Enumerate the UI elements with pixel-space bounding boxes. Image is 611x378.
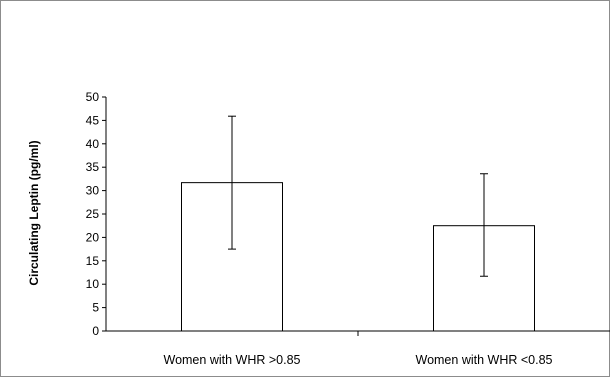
axes [105,97,610,336]
bars [181,182,535,332]
x-category-label: Women with WHR >0.85 [164,353,301,367]
x-category-label: Women with WHR <0.85 [416,353,553,367]
y-tick-label: 15 [86,254,100,268]
y-tick-label: 30 [86,184,100,198]
y-tick-label: 45 [86,113,100,127]
y-axis-ticks: 0 5 10 15 20 25 30 35 40 45 50 [86,90,106,338]
y-tick-label: 0 [92,324,99,338]
y-tick-label: 10 [86,277,100,291]
y-axis-label-group: Circulating Leptin (pg/ml) [27,140,41,285]
y-axis-label: Circulating Leptin (pg/ml) [27,140,41,285]
y-tick-label: 5 [92,301,99,315]
error-bars [228,115,488,277]
y-tick-label: 20 [86,230,100,244]
x-axis-labels: Women with WHR >0.85 Women with WHR <0.85 [164,353,553,367]
y-tick-label: 50 [86,90,100,104]
y-tick-label: 25 [86,207,100,221]
y-tick-label: 40 [86,137,100,151]
y-tick-label: 35 [86,160,100,174]
